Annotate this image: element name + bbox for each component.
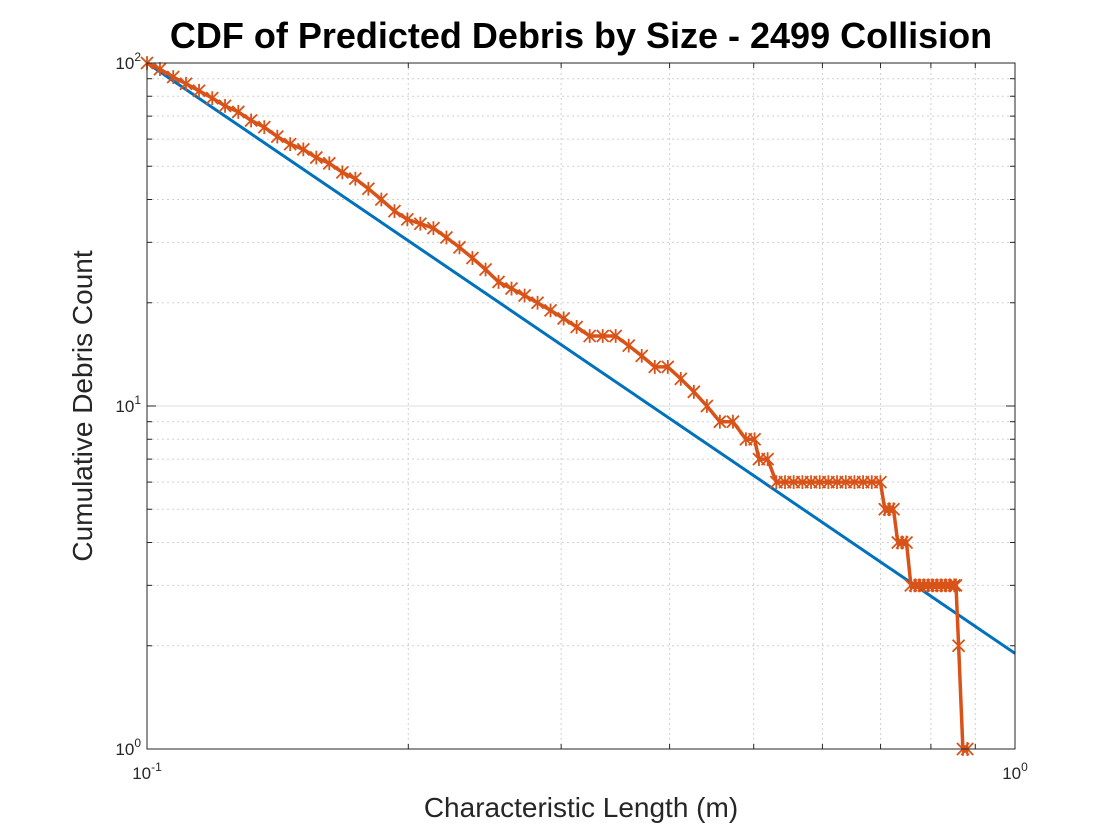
- data-point-marker: [179, 76, 193, 91]
- data-point-marker: [400, 212, 414, 227]
- data-point-marker: [687, 384, 701, 399]
- data-point-marker: [899, 535, 914, 550]
- data-point-marker: [491, 275, 506, 289]
- data-point-marker: [205, 91, 219, 106]
- data-point-marker: [426, 221, 441, 236]
- data-point-marker: [283, 137, 297, 152]
- data-point-marker: [700, 399, 714, 413]
- fit-line: [146, 61, 1016, 655]
- data-point-marker: [296, 142, 310, 157]
- data-point-marker: [760, 452, 775, 467]
- data-point-marker: [951, 638, 966, 653]
- data-point-marker: [947, 578, 961, 593]
- data-point-marker: [747, 432, 762, 447]
- data-point-marker: [166, 70, 180, 84]
- data-point-marker: [726, 414, 740, 429]
- data-point-marker: [609, 329, 623, 343]
- y-axis-label: Cumulative Debris Count: [67, 250, 98, 561]
- data-point-marker: [309, 150, 323, 165]
- x-axis-label: Characteristic Length (m): [424, 792, 738, 823]
- data-point-marker: [661, 360, 675, 374]
- data-point-marker: [322, 156, 336, 171]
- data-point-marker: [674, 371, 688, 386]
- data-point-marker: [335, 165, 349, 180]
- data-point-marker: [530, 295, 545, 310]
- data-point-marker: [374, 192, 388, 207]
- data-point-marker: [517, 288, 532, 303]
- data-point-marker: [452, 240, 467, 255]
- series-layer: [140, 56, 1016, 756]
- data-point-marker: [949, 578, 963, 593]
- x-tick-label: 100: [1002, 760, 1028, 783]
- data-point-marker: [439, 230, 454, 245]
- data-point-marker: [570, 320, 584, 334]
- data-point-marker: [648, 360, 662, 374]
- data-point-marker: [257, 120, 271, 135]
- chart-title: CDF of Predicted Debris by Size - 2499 C…: [170, 15, 992, 56]
- y-tick-label: 100: [115, 736, 141, 759]
- data-point-marker: [622, 338, 636, 353]
- y-tick-label: 102: [115, 50, 141, 73]
- data-point-marker: [192, 83, 206, 98]
- data-point-marker: [231, 105, 245, 119]
- y-tick-label: 101: [115, 393, 141, 416]
- data-point-marker: [635, 348, 649, 363]
- data-point-marker: [873, 475, 888, 489]
- data-point-marker: [218, 98, 232, 113]
- data-point-marker: [557, 311, 571, 326]
- x-tick-label: 10-1: [132, 760, 162, 783]
- data-point-marker: [543, 303, 558, 318]
- data-point-marker: [478, 262, 493, 277]
- data-point-marker: [413, 216, 427, 231]
- data-point-marker: [387, 204, 402, 219]
- data-point-marker: [361, 181, 376, 196]
- data-point-marker: [348, 171, 362, 186]
- data-point-marker: [713, 414, 727, 429]
- data-point-marker: [465, 251, 480, 265]
- data-point-marker: [153, 62, 167, 76]
- data-point-marker: [504, 281, 519, 296]
- data-point-marker: [596, 329, 610, 343]
- data-point-marker: [583, 329, 597, 343]
- data-point-marker: [244, 113, 258, 128]
- data-point-marker: [270, 129, 284, 144]
- data-point-marker: [886, 502, 901, 517]
